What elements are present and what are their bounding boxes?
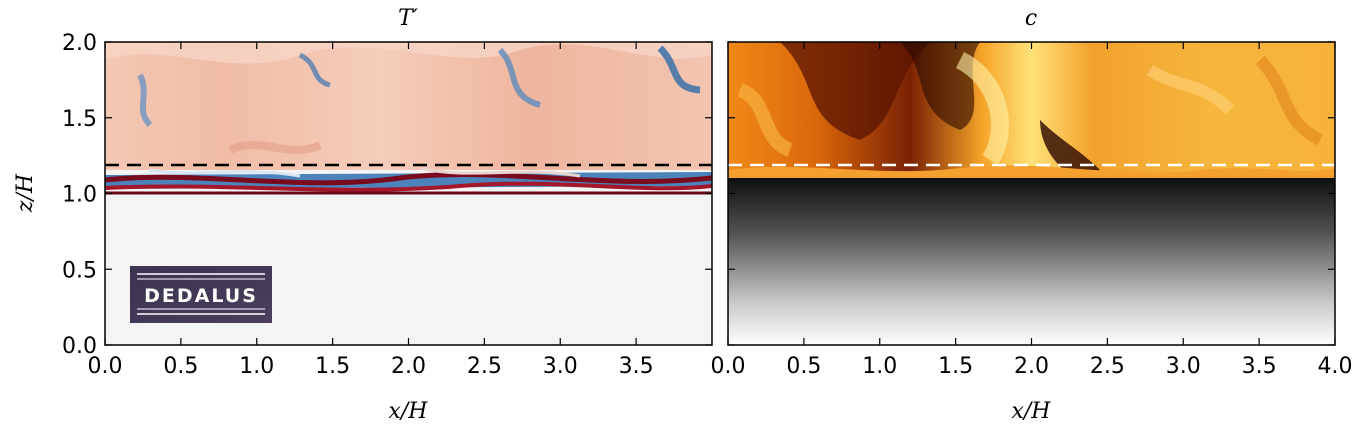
right-x-axis-label: x/H bbox=[1011, 399, 1051, 424]
right-panel: 0.0 0.5 1.0 1.5 2.0 2.5 3.0 3.5 4.0 c x/H bbox=[711, 6, 1353, 424]
dedalus-logo: DEDALUS bbox=[130, 266, 272, 323]
right-x-tick-label: 0.0 bbox=[711, 354, 746, 379]
left-x-tick-label: 3.5 bbox=[619, 354, 654, 379]
left-x-ticks: 0.0 0.5 1.0 1.5 2.0 2.5 3.0 3.5 bbox=[88, 42, 654, 379]
left-x-tick-label: 2.5 bbox=[467, 354, 502, 379]
y-tick-label: 0.5 bbox=[62, 258, 97, 283]
y-tick-label: 1.5 bbox=[62, 107, 97, 132]
right-x-tick-label: 2.5 bbox=[1090, 354, 1125, 379]
left-x-axis-label: x/H bbox=[388, 399, 428, 424]
right-x-tick-label: 3.0 bbox=[1166, 354, 1201, 379]
left-panel: 0.0 0.5 1.0 1.5 2.0 2.5 3.0 3.5 0.0 0.5 1.0 1.5 2.0… bbox=[13, 6, 713, 424]
left-x-tick-label: 1.0 bbox=[239, 354, 274, 379]
left-x-tick-label: 1.5 bbox=[315, 354, 350, 379]
right-y-ticks bbox=[728, 41, 1335, 346]
left-x-tick-label: 0.5 bbox=[163, 354, 198, 379]
right-x-tick-label: 4.0 bbox=[1318, 354, 1353, 379]
left-y-ticks: 0.0 0.5 1.0 1.5 2.0 bbox=[62, 31, 712, 359]
right-x-tick-label: 0.5 bbox=[786, 354, 821, 379]
right-panel-title: c bbox=[1025, 6, 1037, 31]
left-x-tick-label: 2.0 bbox=[391, 354, 426, 379]
right-x-ticks: 0.0 0.5 1.0 1.5 2.0 2.5 3.0 3.5 4.0 bbox=[711, 42, 1353, 379]
left-panel-title: T′ bbox=[398, 6, 418, 31]
right-x-tick-label: 3.5 bbox=[1242, 354, 1277, 379]
y-tick-label: 1.0 bbox=[62, 183, 97, 208]
y-tick-label: 0.0 bbox=[62, 334, 97, 359]
dedalus-logo-text: DEDALUS bbox=[144, 285, 258, 307]
y-axis-label: z/H bbox=[13, 173, 38, 213]
y-tick-label: 2.0 bbox=[62, 31, 97, 56]
left-x-tick-label: 3.0 bbox=[543, 354, 578, 379]
right-x-tick-label: 1.5 bbox=[938, 354, 973, 379]
concentration-field bbox=[728, 42, 1335, 345]
left-x-tick-label: 0.0 bbox=[88, 354, 123, 379]
right-x-tick-label: 1.0 bbox=[862, 354, 897, 379]
right-x-tick-label: 2.0 bbox=[1014, 354, 1049, 379]
